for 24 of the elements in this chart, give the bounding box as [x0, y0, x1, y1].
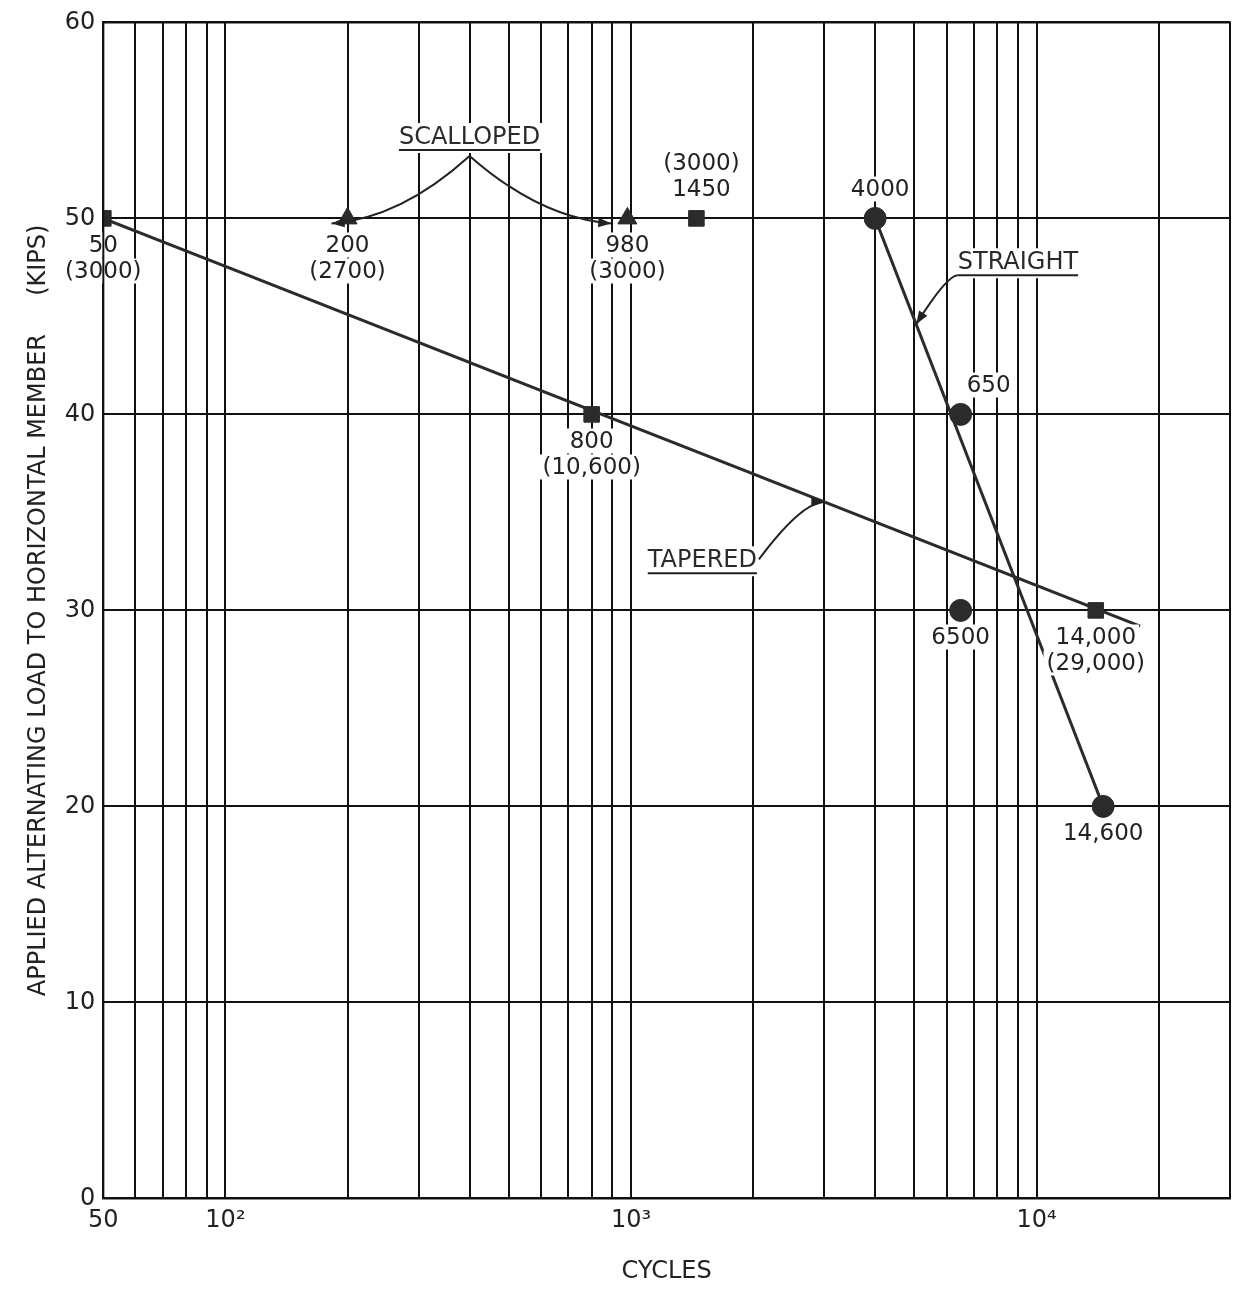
annotation: 980 (3000) [589, 231, 666, 284]
text: SCALLOPED [398, 121, 541, 150]
annotation: 650 [966, 371, 1011, 398]
y-tick-label: 60 [64, 6, 96, 35]
y-tick-label: 20 [64, 790, 96, 819]
text: STRAIGHT [957, 247, 1079, 276]
x-tick-label: 10⁴ [1016, 1205, 1057, 1234]
x-tick-label: 10³ [610, 1205, 652, 1234]
y-tick-label: 30 [64, 594, 96, 623]
annotation: 14,600 [1062, 819, 1144, 846]
annotation: 4000 [850, 175, 910, 202]
y-tick-label: 10 [64, 986, 96, 1015]
y-tick-label: 40 [64, 398, 96, 427]
y-tick-label: 50 [64, 202, 96, 231]
text: TAPERED [646, 545, 757, 574]
x-tick-label: 50 [88, 1205, 119, 1234]
annotation: (3000) 1450 [663, 149, 740, 202]
y-axis-title: APPLIED ALTERNATING LOAD TO HORIZONTAL MEMBER (KIPS) [22, 224, 51, 997]
annotation: 200 (2700) [309, 231, 386, 284]
x-axis-title: CYCLES [621, 1255, 712, 1284]
annotation: 6500 [931, 623, 990, 650]
x-tick-label: 10² [205, 1205, 246, 1234]
annotation: 800 (10,600) [542, 427, 641, 480]
annotation: 14,000 (29,000) [1046, 623, 1145, 676]
